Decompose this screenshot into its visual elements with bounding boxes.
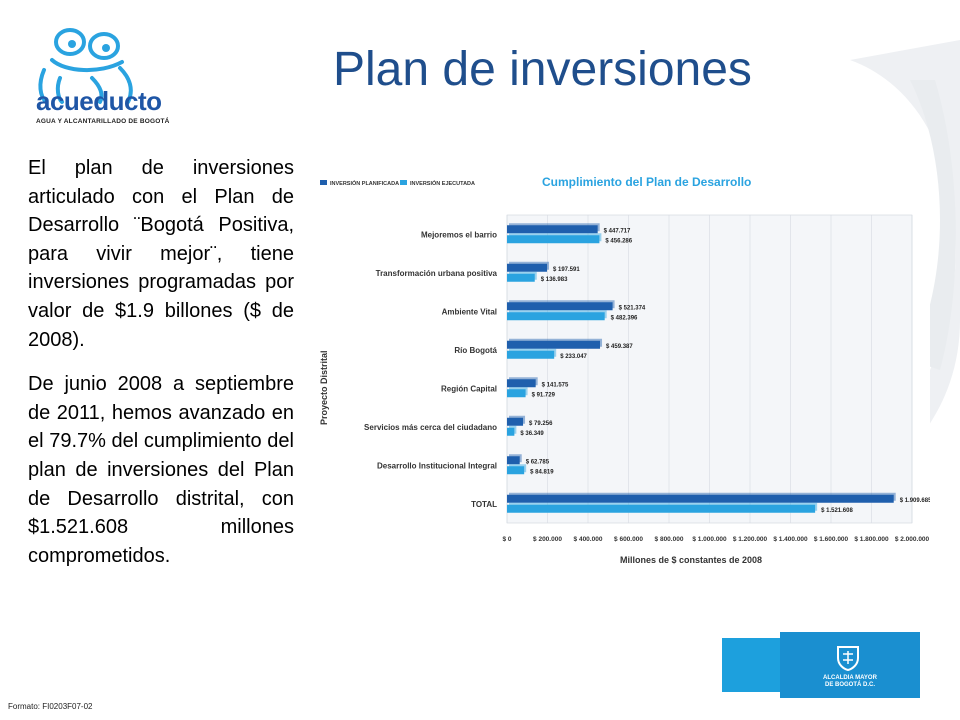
x-tick-label: $ 200.000 (533, 536, 562, 543)
category-label: Mejoremos el barrio (421, 230, 497, 239)
legend-swatch-executed (400, 180, 407, 185)
chart-title: Cumplimiento del Plan de Desarrollo (542, 175, 751, 189)
investment-chart: INVERSIÓN PLANIFICADA INVERSIÓN EJECUTAD… (310, 165, 930, 575)
category-label: Desarrollo Institucional Integral (377, 461, 497, 470)
data-label: $ 521.374 (619, 305, 646, 311)
seal-line-2: DE BOGOTÁ D.C. (824, 682, 875, 688)
x-tick-label: $ 600.000 (614, 536, 643, 543)
category-label: Transformación urbana positiva (376, 269, 498, 278)
data-label: $ 1.521.608 (821, 508, 853, 514)
acueducto-logo (38, 28, 133, 104)
x-tick-label: $ 1.600.000 (814, 536, 849, 543)
data-label: $ 136.983 (541, 277, 568, 283)
page-title: Plan de inversiones (333, 43, 752, 96)
paragraph-1: El plan de inversiones articulado con el… (28, 157, 294, 351)
y-axis-label: Proyecto Distrital (319, 350, 329, 425)
bar-planned (507, 225, 598, 234)
format-code: Formato: FI0203F07-02 (8, 702, 93, 711)
bar-executed (507, 389, 526, 398)
data-label: $ 459.387 (606, 344, 633, 350)
paragraph-2: De junio 2008 a septiembre de 2011, hemo… (28, 373, 294, 567)
legend-label-planned: INVERSIÓN PLANIFICADA (330, 179, 399, 187)
data-label: $ 91.729 (532, 392, 556, 398)
data-label: $ 141.575 (542, 382, 569, 388)
bar-executed (507, 312, 605, 321)
x-tick-label: $ 1.200.000 (733, 536, 768, 543)
category-label: Servicios más cerca del ciudadano (364, 423, 497, 432)
logo-subtitle: AGUA Y ALCANTARILLADO DE BOGOTÁ (36, 118, 170, 125)
seal-text: ALCALDIA MAYOR DE BOGOTÁ D.C. (790, 675, 910, 689)
x-tick-label: $ 1.400.000 (773, 536, 808, 543)
x-axis-label: Millones de $ constantes de 2008 (620, 555, 762, 565)
category-label: TOTAL (471, 500, 497, 509)
x-tick-label: $ 800.000 (655, 536, 684, 543)
data-label: $ 447.717 (604, 228, 631, 234)
data-label: $ 482.396 (611, 315, 638, 321)
bar-executed (507, 504, 816, 513)
x-tick-label: $ 1.000.000 (692, 536, 727, 543)
x-tick-label: $ 0 (502, 536, 511, 543)
bar-planned (507, 263, 548, 272)
x-tick-label: $ 400.000 (574, 536, 603, 543)
data-label: $ 197.591 (553, 267, 580, 273)
bar-planned (507, 417, 524, 426)
bar-executed (507, 273, 535, 282)
bar-executed (507, 466, 525, 475)
bar-executed (507, 350, 555, 359)
data-label: $ 233.047 (560, 354, 587, 360)
body-text: El plan de inversiones articulado con el… (28, 154, 294, 586)
bar-executed (507, 235, 600, 244)
legend-swatch-planned (320, 180, 327, 185)
legend-label-executed: INVERSIÓN EJECUTADA (410, 179, 475, 187)
bar-executed (507, 427, 515, 436)
category-label: Río Bogotá (454, 346, 497, 355)
bar-planned (507, 302, 613, 311)
x-tick-label: $ 2.000.000 (895, 536, 930, 543)
category-label: Ambiente Vital (442, 307, 497, 316)
data-label: $ 36.349 (520, 431, 544, 437)
bar-planned (507, 340, 601, 349)
chart-svg: INVERSIÓN PLANIFICADA INVERSIÓN EJECUTAD… (310, 165, 930, 575)
data-label: $ 62.785 (526, 459, 550, 465)
bogota-shield-icon (837, 646, 859, 672)
seal-line-1: ALCALDIA MAYOR (823, 675, 877, 681)
data-label: $ 84.819 (530, 469, 554, 475)
logo-wordmark: acueducto (36, 86, 162, 116)
data-label: $ 1.909.685 (900, 498, 930, 504)
category-label: Región Capital (441, 384, 497, 393)
bar-planned (507, 379, 536, 388)
bar-planned (507, 456, 520, 465)
data-label: $ 456.286 (605, 238, 632, 244)
bar-planned (507, 494, 894, 503)
footer-seal-block (780, 632, 920, 698)
data-label: $ 79.256 (529, 421, 553, 427)
x-tick-label: $ 1.800.000 (854, 536, 889, 543)
